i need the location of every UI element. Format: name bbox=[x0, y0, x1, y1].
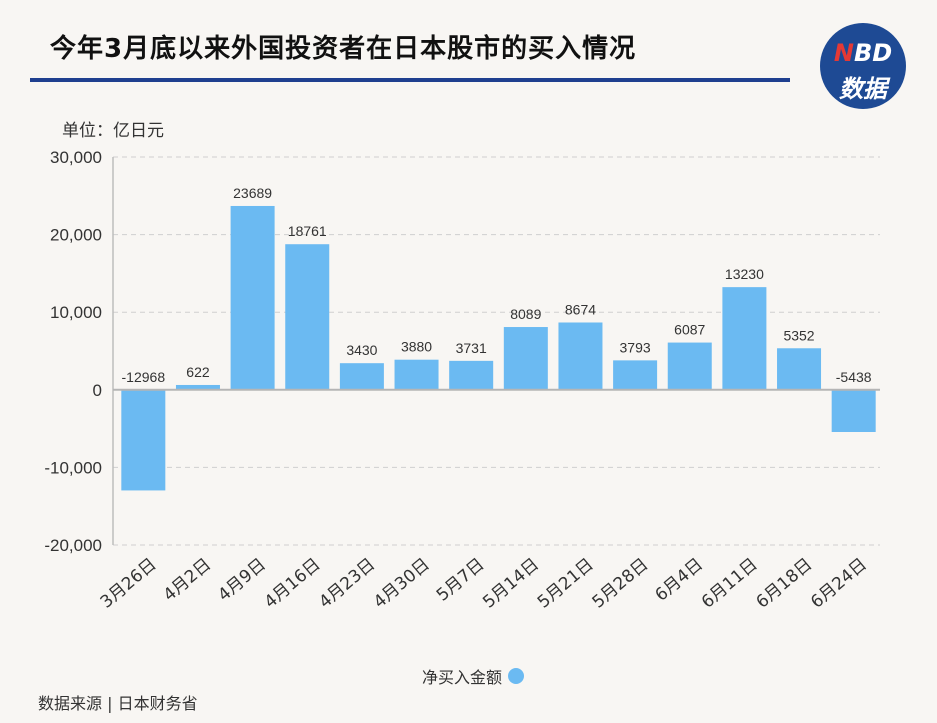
x-tick-label: 4月30日 bbox=[370, 555, 434, 613]
data-label: 18761 bbox=[288, 223, 327, 239]
data-label: 8674 bbox=[565, 301, 596, 317]
title-underline bbox=[30, 78, 790, 82]
y-tick-label: 0 bbox=[93, 381, 102, 400]
chart-title: 今年3月底以来外国投资者在日本股市的买入情况 bbox=[50, 34, 637, 64]
y-tick-label: 30,000 bbox=[50, 148, 102, 167]
legend-label: 净买入金额 bbox=[422, 668, 503, 687]
bar bbox=[831, 389, 876, 432]
bar bbox=[613, 360, 658, 390]
bar bbox=[285, 244, 330, 390]
y-tick-label: 20,000 bbox=[50, 226, 102, 245]
x-tick-label: 6月18日 bbox=[752, 555, 816, 613]
data-label: 6087 bbox=[674, 322, 705, 338]
data-label: 3880 bbox=[401, 339, 432, 355]
y-tick-label: -10,000 bbox=[44, 458, 102, 477]
bar bbox=[449, 360, 494, 390]
nbd-logo: NBD 数据 bbox=[820, 23, 906, 109]
data-label: 622 bbox=[186, 364, 210, 380]
bar bbox=[777, 348, 822, 390]
data-label: 5352 bbox=[783, 327, 814, 343]
data-label: 3793 bbox=[620, 339, 651, 355]
legend: 净买入金额 bbox=[422, 664, 525, 688]
y-tick-label: -20,000 bbox=[44, 536, 102, 555]
y-tick-label: 10,000 bbox=[50, 303, 102, 322]
bar bbox=[175, 384, 220, 390]
x-tick-label: 5月21日 bbox=[534, 555, 598, 613]
x-tick-label: 3月26日 bbox=[97, 555, 161, 613]
data-label: 3430 bbox=[346, 342, 377, 358]
legend-swatch bbox=[508, 668, 525, 684]
x-tick-label: 6月24日 bbox=[807, 555, 871, 613]
x-tick-label: 4月2日 bbox=[160, 555, 215, 606]
data-label: -12968 bbox=[122, 369, 166, 385]
x-tick-label: 5月28日 bbox=[589, 555, 653, 613]
bar bbox=[558, 322, 603, 390]
x-tick-label: 6月11日 bbox=[698, 555, 762, 613]
bar bbox=[394, 359, 439, 390]
logo-n: N bbox=[833, 39, 854, 67]
x-tick-label: 5月14日 bbox=[479, 555, 543, 613]
bar bbox=[667, 342, 712, 390]
bar bbox=[230, 205, 275, 390]
data-label: 3731 bbox=[456, 340, 487, 356]
data-label: -5438 bbox=[836, 369, 872, 385]
bar bbox=[339, 363, 384, 390]
x-tick-label: 4月23日 bbox=[315, 555, 379, 613]
bar bbox=[503, 327, 548, 390]
bar bbox=[722, 287, 767, 390]
logo-data-text: 数据 bbox=[839, 75, 887, 103]
data-source: 数据来源 | 日本财务省 bbox=[38, 694, 198, 713]
bar bbox=[121, 389, 166, 491]
x-tick-label: 4月16日 bbox=[261, 555, 325, 613]
logo-bd: BD bbox=[853, 39, 893, 67]
data-label: 8089 bbox=[510, 306, 541, 322]
data-label: 23689 bbox=[233, 185, 272, 201]
data-label: 13230 bbox=[725, 266, 764, 282]
unit-label: 单位：亿日元 bbox=[62, 121, 164, 141]
